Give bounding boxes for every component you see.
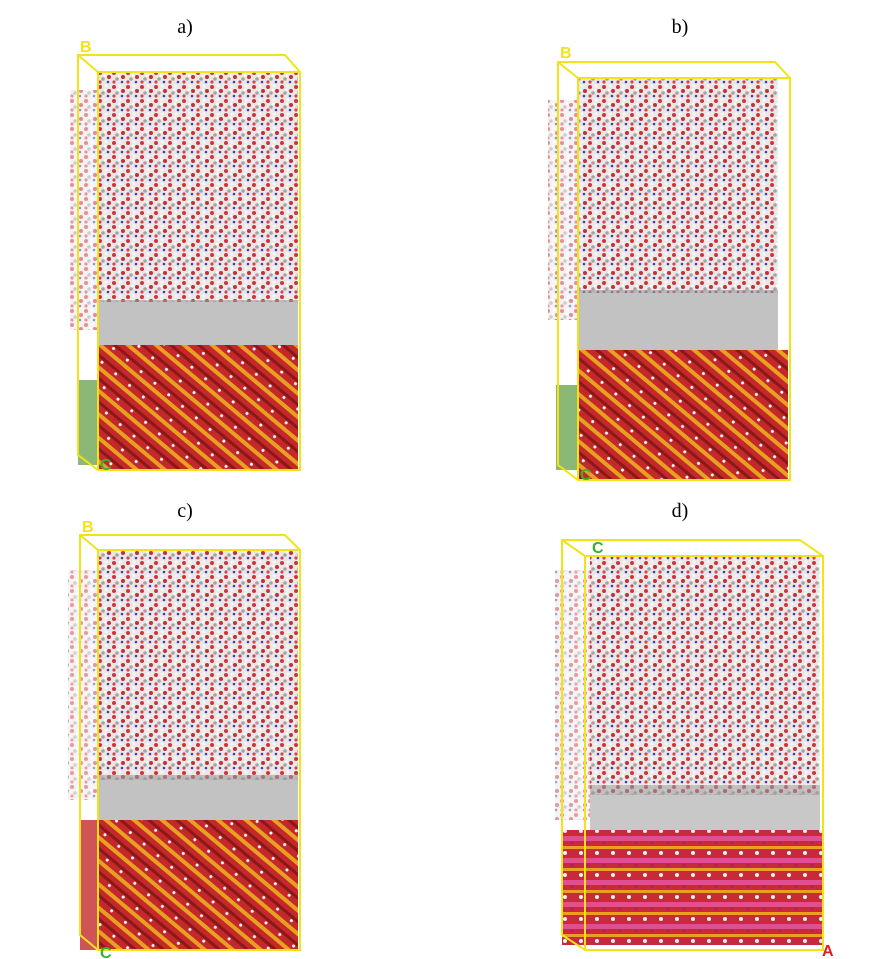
cell-edge: [558, 62, 578, 78]
panel-d: d) C A: [555, 500, 834, 959]
axis-label: B: [560, 45, 572, 62]
axis-label: B: [82, 519, 94, 536]
solution: [70, 90, 98, 330]
interface: [98, 775, 298, 820]
solution: [98, 72, 298, 302]
panel-label: b): [672, 16, 689, 38]
panel-c: c) B C: [68, 500, 300, 959]
crystal-edge: [556, 385, 578, 470]
solution: [548, 100, 578, 320]
panel-b: b) B C: [548, 16, 790, 484]
figure: a) B C b) B C c): [0, 0, 869, 959]
axis-label: B: [80, 39, 92, 56]
crystal-edge: [78, 380, 98, 465]
interface: [578, 290, 778, 350]
axis-label: C: [100, 945, 112, 959]
solution: [98, 550, 298, 780]
cell-edge: [78, 55, 98, 72]
crystal-edge: [80, 820, 98, 950]
interface: [98, 300, 298, 345]
panel-label: a): [177, 16, 193, 38]
cell-edge: [80, 535, 98, 550]
crystal: [562, 830, 822, 945]
solution: [590, 555, 820, 795]
axis-label: C: [580, 467, 592, 484]
crystal: [98, 820, 298, 950]
solution: [578, 78, 778, 293]
cell-edge: [562, 540, 585, 556]
interface: [590, 785, 820, 830]
panel-a: a) B C: [70, 16, 300, 474]
panel-label: c): [177, 500, 193, 522]
axis-label: C: [100, 457, 112, 474]
axis-label: C: [592, 540, 604, 557]
crystal: [98, 345, 298, 470]
solution: [68, 570, 98, 800]
axis-label: A: [822, 943, 834, 959]
crystal: [578, 350, 788, 480]
panel-label: d): [672, 500, 689, 522]
